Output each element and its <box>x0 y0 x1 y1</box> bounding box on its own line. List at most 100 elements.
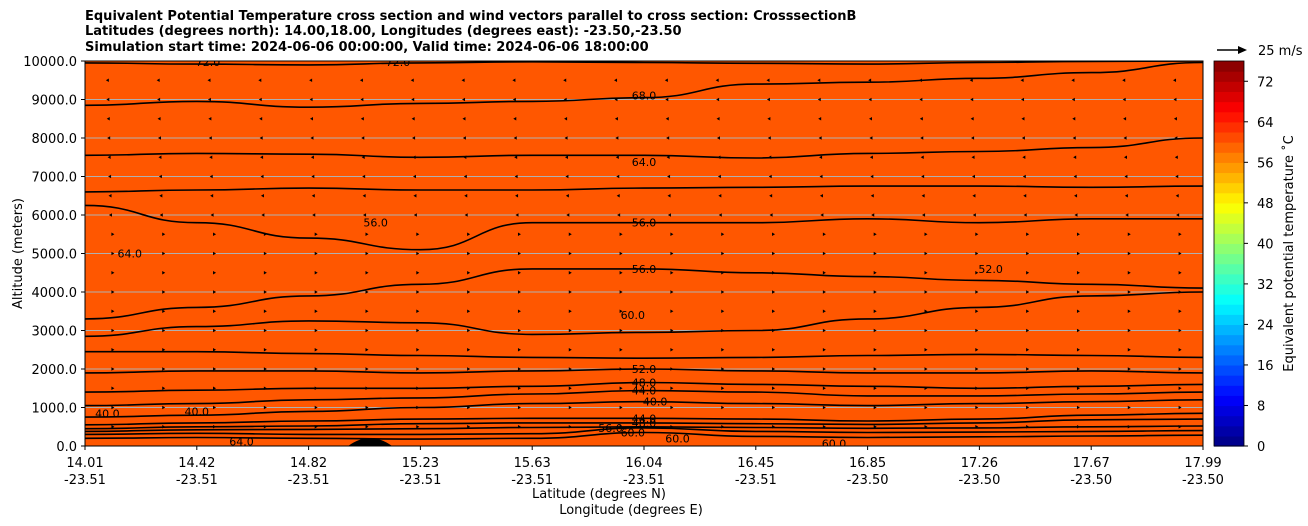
contour-label: 60.0 <box>621 427 646 440</box>
contour-line-3 <box>85 185 1203 193</box>
wind-vector <box>515 213 519 217</box>
wind-vector <box>213 328 217 333</box>
chart-title-line-3: Simulation start time: 2024-06-06 00:00:… <box>85 40 649 55</box>
wind-vector <box>873 251 877 256</box>
wind-vector <box>614 116 618 121</box>
wind-vector <box>717 174 721 179</box>
wind-vector <box>107 155 111 160</box>
wind-vector <box>416 270 420 275</box>
wind-vector <box>1178 251 1182 256</box>
contour-label: 40.0 <box>643 396 668 409</box>
colorbar-tick-label: 24 <box>1257 318 1274 333</box>
wind-vector <box>1123 136 1127 140</box>
wind-vector <box>263 290 267 294</box>
colorbar-segment <box>1214 152 1244 163</box>
wind-vector <box>1127 367 1131 371</box>
wind-vector <box>365 347 369 352</box>
wind-vector <box>972 193 976 198</box>
wind-vector <box>971 155 975 160</box>
x-tick-lon-label: -23.51 <box>623 473 665 488</box>
wind-vector <box>870 193 874 198</box>
wind-vector <box>563 97 567 102</box>
wind-vector <box>1125 213 1129 217</box>
contour-label: 72.0 <box>196 56 221 69</box>
colorbar-tick-label: 0 <box>1257 440 1265 455</box>
wind-vector <box>1021 136 1025 140</box>
wind-vector <box>207 97 211 102</box>
contour-line-5 <box>85 268 1203 320</box>
wind-vector <box>873 328 877 333</box>
wind-vector <box>410 78 414 83</box>
wind-vector <box>564 116 568 121</box>
wind-vector <box>568 347 572 352</box>
contour-line-13 <box>85 418 1203 430</box>
wind-vector <box>517 424 521 429</box>
contour-label: 60.0 <box>621 309 646 322</box>
y-tick-label: 4000.0 <box>32 286 78 301</box>
wind-vector <box>667 193 671 198</box>
wind-vector <box>1074 213 1078 217</box>
y-tick-label: 3000.0 <box>32 325 78 340</box>
wind-vector <box>162 270 166 275</box>
wind-vector <box>412 174 416 179</box>
contour-label: 48.0 <box>632 417 657 430</box>
wind-vector <box>670 386 674 391</box>
wind-vector <box>924 405 928 410</box>
wind-vector <box>873 405 877 410</box>
wind-vector <box>1073 174 1077 179</box>
x-tick-lon-label: -23.51 <box>399 473 441 488</box>
contour-label: 44.0 <box>632 412 657 425</box>
wind-vector <box>365 309 369 314</box>
colorbar-segment <box>1214 364 1244 376</box>
wind-vector <box>822 367 826 371</box>
wind-vector <box>258 78 262 83</box>
colorbar-segment <box>1214 243 1244 255</box>
wind-vector <box>159 193 163 198</box>
colorbar-segment <box>1214 344 1244 356</box>
wind-vector <box>666 155 670 160</box>
contour-label: 44.0 <box>632 385 657 398</box>
wind-vector <box>111 251 115 256</box>
colorbar-tick-label: 16 <box>1257 359 1274 374</box>
colorbar-segment <box>1214 121 1244 133</box>
wind-vector <box>158 136 162 140</box>
wind-vector <box>667 213 671 217</box>
wind-vector <box>413 213 417 217</box>
wind-vector <box>820 213 824 217</box>
wind-vector <box>259 116 263 121</box>
colorbar-segment <box>1214 131 1244 143</box>
wind-vector <box>162 424 166 429</box>
x-tick-lat-label: 16.85 <box>849 456 886 471</box>
wind-vector <box>158 174 162 179</box>
wind-vector <box>614 78 618 83</box>
wind-vector <box>568 309 572 314</box>
colorbar-tick-label: 48 <box>1257 197 1274 212</box>
colorbar-segment <box>1214 253 1244 265</box>
wind-vector <box>1023 193 1027 198</box>
wind-vector <box>517 232 521 237</box>
wind-vector <box>718 213 722 217</box>
wind-vector <box>619 309 623 314</box>
wind-vector <box>822 405 826 410</box>
wind-vector <box>1076 367 1080 371</box>
wind-vector <box>1127 424 1131 429</box>
wind-vector <box>263 405 267 410</box>
x-tick-lat-label: 16.04 <box>625 456 662 471</box>
contour-line-1 <box>85 61 1203 109</box>
y-axis-title: Altitude (meters) <box>11 198 26 309</box>
wind-vector <box>721 347 725 352</box>
wind-vector <box>772 328 776 333</box>
colorbar-segment <box>1214 233 1244 244</box>
colorbar-segment <box>1214 314 1244 326</box>
wind-vector <box>111 232 115 237</box>
wind-vector <box>314 232 318 237</box>
wind-vector <box>1178 328 1182 333</box>
contour-label: 60.0 <box>822 438 847 451</box>
y-tick-label: 5000.0 <box>32 248 78 263</box>
wind-vector <box>918 78 922 83</box>
wind-vector <box>514 174 518 179</box>
wind-vector <box>1178 386 1182 391</box>
wind-vector <box>365 367 369 371</box>
wind-vector <box>213 232 217 237</box>
colorbar-segment <box>1214 111 1244 123</box>
